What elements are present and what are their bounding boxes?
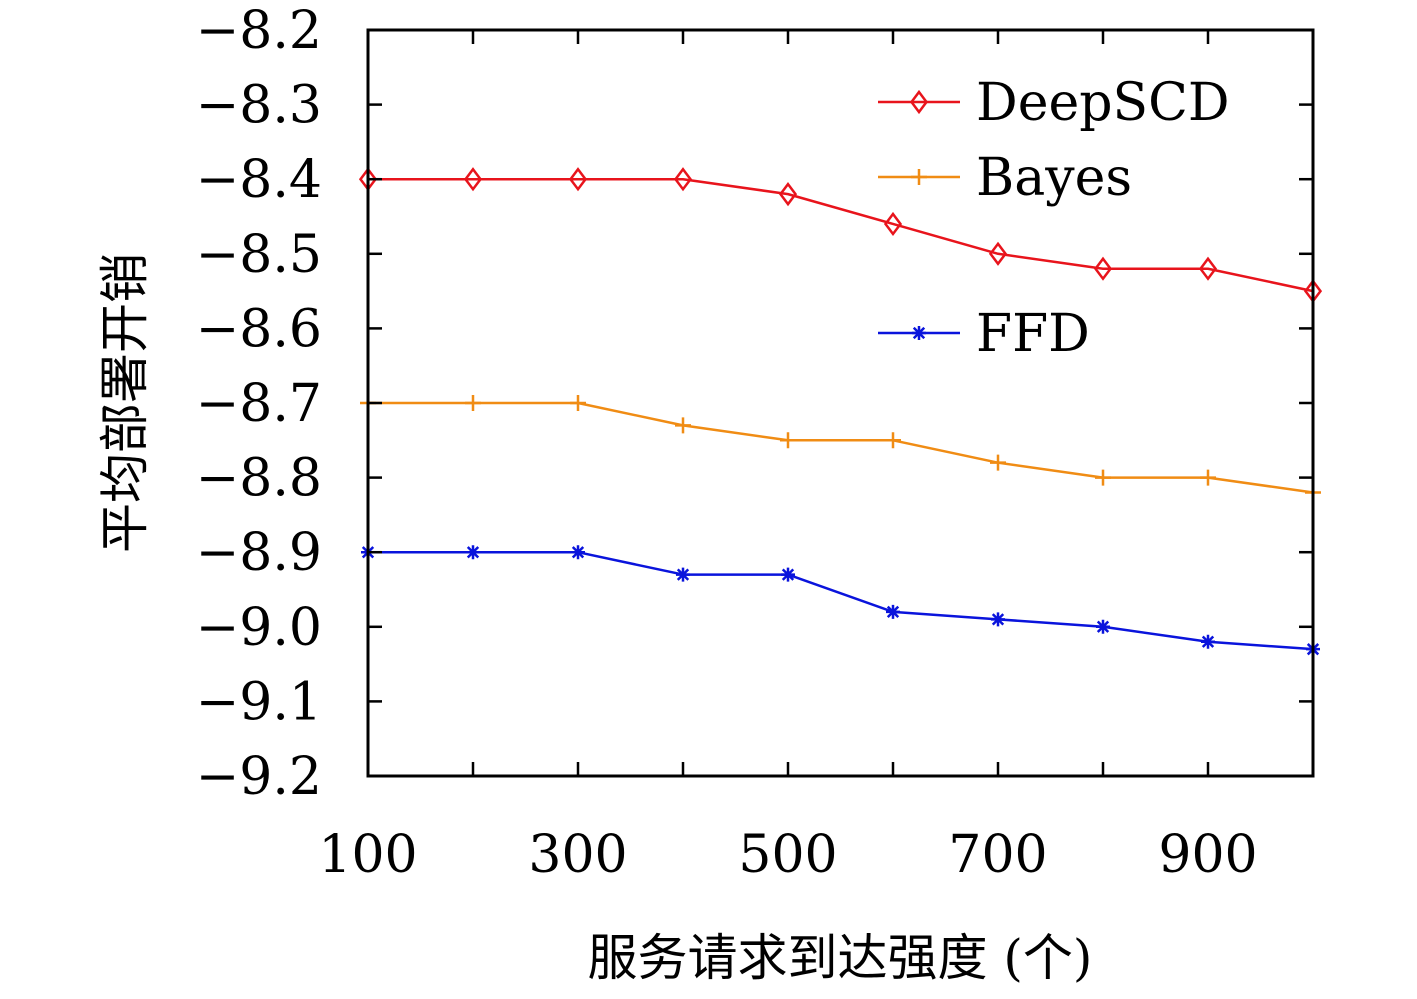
data-point-ffd	[991, 612, 1005, 627]
data-point-deepscd	[568, 167, 588, 192]
x-tick-label: 100	[318, 825, 417, 885]
data-point-ffd	[466, 545, 480, 560]
series-line-deepscd	[368, 177, 1314, 293]
data-point-deepscd	[1198, 256, 1218, 281]
x-tick-label: 900	[1158, 825, 1257, 885]
y-tick-label: −9.0	[196, 598, 322, 658]
y-axis-title: 平均部署开销	[96, 253, 154, 553]
series-line-bayes	[368, 401, 1314, 494]
data-point-deepscd	[778, 182, 798, 207]
data-point-deepscd	[463, 167, 483, 192]
y-tick-label: −8.4	[196, 150, 322, 210]
x-tick-label: 700	[948, 825, 1047, 885]
data-point-ffd	[886, 604, 900, 619]
legend-label-ffd: FFD	[976, 304, 1090, 364]
legend-marker-deepscd	[909, 89, 929, 115]
y-tick-label: −8.3	[196, 76, 322, 136]
x-axis-title: 服务请求到达强度 (个)	[588, 929, 1093, 987]
legend-label-bayes: Bayes	[976, 148, 1132, 208]
legend-label-deepscd: DeepSCD	[976, 73, 1230, 133]
data-point-ffd	[676, 567, 690, 582]
data-point-deepscd	[883, 211, 903, 237]
x-tick-label: 500	[738, 825, 837, 885]
y-tick-label: −8.2	[196, 1, 322, 61]
data-point-bayes	[990, 454, 1006, 471]
y-tick-label: −8.8	[196, 449, 322, 509]
y-tick-label: −9.2	[196, 747, 322, 807]
data-point-bayes	[885, 432, 901, 449]
axis-ticks: −8.2 −8.3 −8.4 −8.5 −8.6 −8.7 −8.8 −8.9 −9.0 −9.1…	[196, 1, 1315, 885]
y-tick-label: −8.5	[196, 225, 322, 285]
legend-marker-ffd	[912, 326, 926, 340]
x-tick-label: 300	[528, 825, 627, 885]
data-point-bayes	[570, 395, 586, 411]
y-tick-label: −8.9	[196, 523, 322, 583]
data-point-bayes	[1095, 469, 1111, 486]
series-line-ffd	[368, 550, 1314, 651]
data-point-ffd	[781, 567, 795, 582]
y-tick-label: −9.1	[196, 672, 322, 732]
data-point-deepscd	[673, 167, 693, 192]
data-point-bayes	[780, 432, 796, 449]
legend-marker-bayes	[911, 169, 927, 185]
data-point-deepscd	[988, 241, 1008, 266]
legend: DeepSCD Bayes FFD	[878, 73, 1230, 364]
y-tick-label: −8.7	[196, 374, 322, 434]
data-point-bayes	[465, 395, 481, 411]
plot-marks	[358, 167, 1323, 657]
data-point-deepscd	[1093, 256, 1113, 281]
data-point-ffd	[571, 545, 585, 560]
data-point-ffd	[1201, 634, 1215, 649]
data-point-bayes	[1200, 469, 1216, 486]
y-tick-label: −8.6	[196, 299, 322, 359]
data-point-ffd	[1096, 619, 1110, 634]
data-point-bayes	[675, 417, 691, 434]
